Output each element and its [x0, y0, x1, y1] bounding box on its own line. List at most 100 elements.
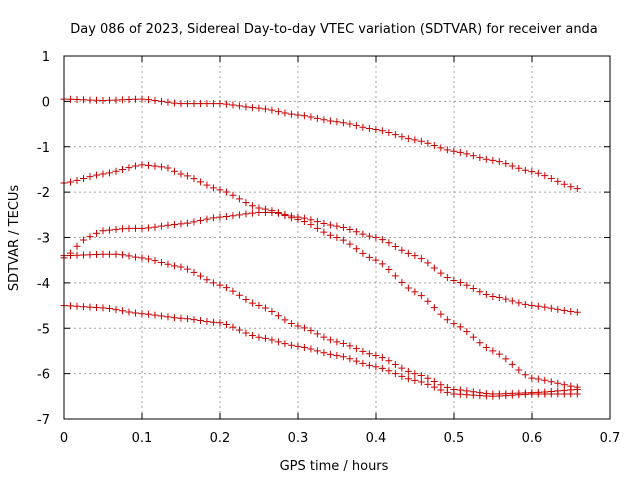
data-point: [118, 225, 126, 233]
data-point: [476, 154, 484, 162]
data-point: [450, 277, 458, 285]
data-point: [105, 169, 113, 177]
data-point: [170, 262, 178, 270]
data-point: [489, 292, 497, 300]
data-point: [560, 307, 568, 315]
data-point: [346, 240, 354, 248]
data-point: [378, 127, 386, 135]
data-point: [515, 164, 523, 172]
data-point: [164, 260, 172, 268]
data-point: [313, 330, 321, 338]
data-point: [372, 233, 380, 241]
data-point: [73, 96, 81, 104]
data-point: [411, 370, 419, 378]
data-point: [183, 100, 191, 108]
data-point: [391, 370, 399, 378]
data-point: [99, 227, 107, 235]
data-point: [534, 375, 542, 383]
data-point: [86, 233, 94, 241]
data-point: [502, 160, 510, 168]
data-point: [183, 219, 191, 227]
data-point: [229, 323, 237, 331]
data-point: [469, 333, 477, 341]
data-point: [437, 310, 445, 318]
data-point: [274, 338, 282, 346]
data-point: [300, 112, 308, 120]
data-point: [261, 334, 269, 342]
plot-frame: [63, 55, 611, 420]
data-point: [242, 199, 250, 207]
data-point: [515, 366, 523, 374]
data-point: [255, 104, 263, 112]
data-point: [352, 345, 360, 353]
data-point: [333, 222, 341, 230]
data-point: [242, 295, 250, 303]
data-point: [92, 96, 100, 104]
data-point: [346, 355, 354, 363]
data-point: [144, 255, 152, 263]
data-point: [547, 174, 555, 182]
data-point: [170, 99, 178, 107]
y-tick-label: 0: [42, 95, 50, 110]
data-point: [424, 139, 432, 147]
data-point: [222, 321, 230, 329]
data-point: [131, 162, 139, 170]
data-point: [242, 103, 250, 111]
data-point: [118, 307, 126, 315]
data-point: [157, 222, 165, 230]
data-point: [528, 168, 536, 176]
data-point: [378, 260, 386, 268]
data-point: [333, 351, 341, 359]
data-point: [378, 236, 386, 244]
data-point: [450, 320, 458, 328]
data-point: [450, 147, 458, 155]
data-point: [404, 367, 412, 375]
tick-labels: 0 0.1 0.2 0.3 0.4 0.5 0.6 0.7 1 0 -1 -2 -3 -4 -5 -6 -7: [37, 50, 620, 446]
data-point: [190, 175, 198, 183]
data-point: [216, 319, 224, 327]
data-point: [196, 178, 204, 186]
data-point: [105, 250, 113, 258]
data-point: [560, 390, 568, 398]
data-point: [177, 314, 185, 322]
data-point: [333, 233, 341, 241]
data-point: [216, 100, 224, 108]
y-tick-label: -4: [37, 277, 50, 292]
data-point: [99, 250, 107, 258]
data-point: [79, 175, 87, 183]
data-point: [125, 164, 133, 172]
data-point: [300, 343, 308, 351]
data-point: [268, 308, 276, 316]
data-point: [547, 304, 555, 312]
data-point: [131, 224, 139, 232]
data-point: [177, 100, 185, 108]
data-point: [112, 225, 120, 233]
data-point: [385, 129, 393, 137]
y-tick-label: -7: [37, 413, 50, 428]
data-point: [287, 341, 295, 349]
data-point: [541, 303, 549, 311]
data-point: [398, 364, 406, 372]
data-point: [209, 184, 217, 192]
data-point: [554, 305, 562, 313]
data-point: [313, 114, 321, 122]
data-point: [281, 109, 289, 117]
data-point: [365, 361, 373, 369]
data-point: [131, 309, 139, 317]
data-point: [222, 213, 230, 221]
x-tick-label: 0.2: [210, 431, 231, 446]
data-point: [105, 305, 113, 313]
data-point: [99, 96, 107, 104]
data-point: [255, 333, 263, 341]
data-point: [333, 118, 341, 126]
data-point: [157, 312, 165, 320]
data-point: [339, 119, 347, 127]
data-point: [411, 252, 419, 260]
data-point: [463, 281, 471, 289]
data-point: [112, 250, 120, 258]
data-point: [352, 245, 360, 253]
chart-title: Day 086 of 2023, Sidereal Day-to-day VTE…: [70, 22, 598, 37]
data-point: [398, 246, 406, 254]
data-point: [73, 251, 81, 259]
data-point: [294, 215, 302, 223]
